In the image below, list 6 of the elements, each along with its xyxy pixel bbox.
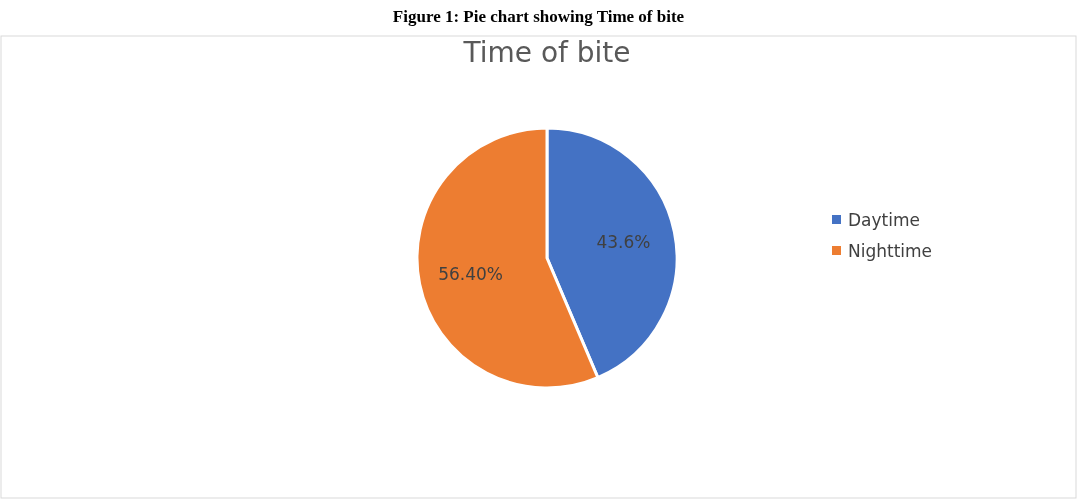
data-label: 56.40% (438, 263, 503, 284)
legend-label: Daytime (848, 209, 920, 230)
legend-label: Nighttime (848, 240, 933, 261)
caption: Figure 1: Pie chart showing Time of bite (392, 7, 685, 26)
data-label: 43.6% (596, 232, 651, 253)
chart-title: Time of bite (462, 36, 631, 69)
